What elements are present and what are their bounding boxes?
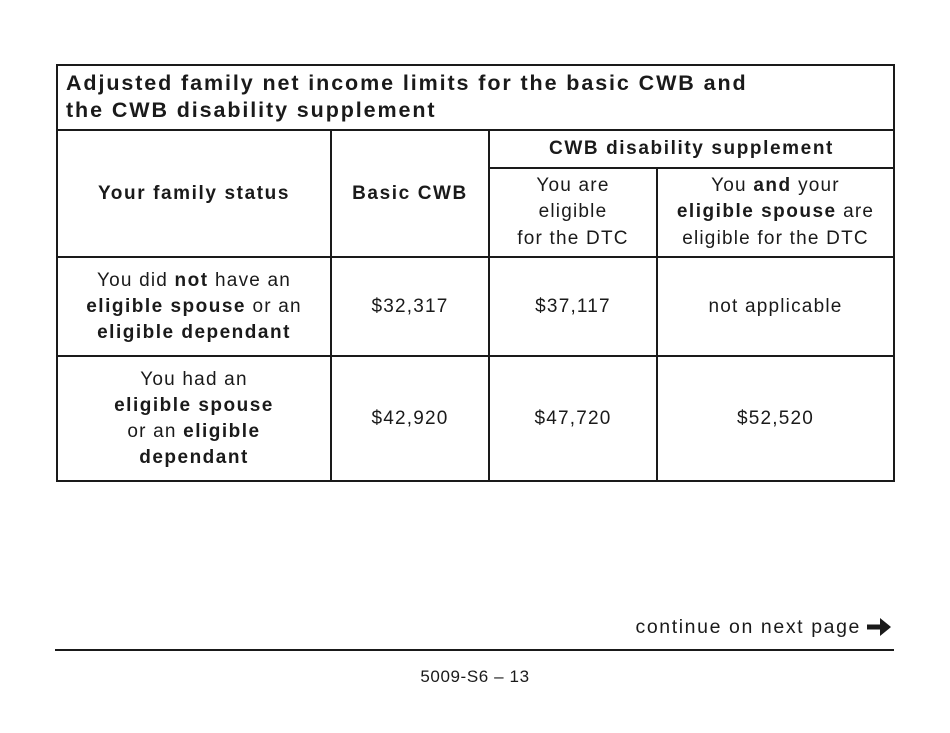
header-text: for the DTC xyxy=(517,227,629,249)
cell-family-status: You had an eligible spouse or an eligibl… xyxy=(56,355,332,482)
cell-you-and-spouse-dtc: not applicable xyxy=(655,256,896,357)
cell-basic-cwb: $32,317 xyxy=(330,256,490,357)
cell-text: eligible dependant xyxy=(97,321,291,343)
cell-family-status: You did not have an eligible spouse or a… xyxy=(56,256,332,357)
income-limits-table: Adjusted family net income limits for th… xyxy=(55,64,896,482)
header-text: eligible xyxy=(538,201,608,223)
header-text: eligible spouse are xyxy=(658,199,893,226)
table-title-line-1: Adjusted family net income limits for th… xyxy=(66,71,748,95)
emphasis-text: eligible spouse xyxy=(676,201,837,223)
cell-text: eligible spouse or an xyxy=(58,294,330,320)
header-basic-cwb: Basic CWB xyxy=(330,129,490,258)
cell-text: You did not have an xyxy=(58,268,330,294)
continue-text: continue on next page xyxy=(635,615,861,638)
continue-on-next-page: continue on next page xyxy=(635,615,893,639)
cell-you-eligible-dtc: $47,720 xyxy=(488,355,658,482)
header-you-and-spouse-dtc: You and your eligible spouse are eligibl… xyxy=(655,167,896,258)
text: You xyxy=(711,174,754,196)
header-disability-supplement: CWB disability supplement xyxy=(487,129,896,169)
text: You did xyxy=(96,269,175,291)
text: have an xyxy=(208,269,292,291)
text: your xyxy=(791,174,840,196)
cell-text: eligible spouse xyxy=(114,394,274,416)
table-row: You had an eligible spouse or an eligibl… xyxy=(56,355,896,482)
text: are xyxy=(836,201,875,223)
header-you-eligible-dtc: You are eligible for the DTC xyxy=(488,167,658,258)
text: or an xyxy=(245,295,302,317)
cell-text: You had an xyxy=(140,368,248,390)
text: or an xyxy=(127,420,184,442)
emphasis-text: eligible spouse xyxy=(86,295,246,317)
header-text: You are xyxy=(536,174,610,196)
table-row: You did not have an eligible spouse or a… xyxy=(56,256,896,357)
page-number: 5009-S6 – 13 xyxy=(420,667,530,686)
cell-text: dependant xyxy=(139,446,249,468)
header-text: You and your xyxy=(658,173,893,200)
emphasis-text: and xyxy=(753,174,792,196)
footer-divider xyxy=(55,649,894,651)
cell-text: or an eligible xyxy=(58,419,330,445)
header-family-status: Your family status xyxy=(56,129,332,258)
cell-you-eligible-dtc: $37,117 xyxy=(488,256,658,357)
cell-basic-cwb: $42,920 xyxy=(330,355,490,482)
emphasis-text: eligible xyxy=(183,420,261,442)
arrow-right-icon xyxy=(867,618,891,636)
header-text: eligible for the DTC xyxy=(682,227,869,249)
cell-you-and-spouse-dtc: $52,520 xyxy=(655,355,896,482)
table-title-line-2: the CWB disability supplement xyxy=(66,98,437,122)
table-title: Adjusted family net income limits for th… xyxy=(55,64,896,131)
emphasis-text: not xyxy=(174,269,209,291)
